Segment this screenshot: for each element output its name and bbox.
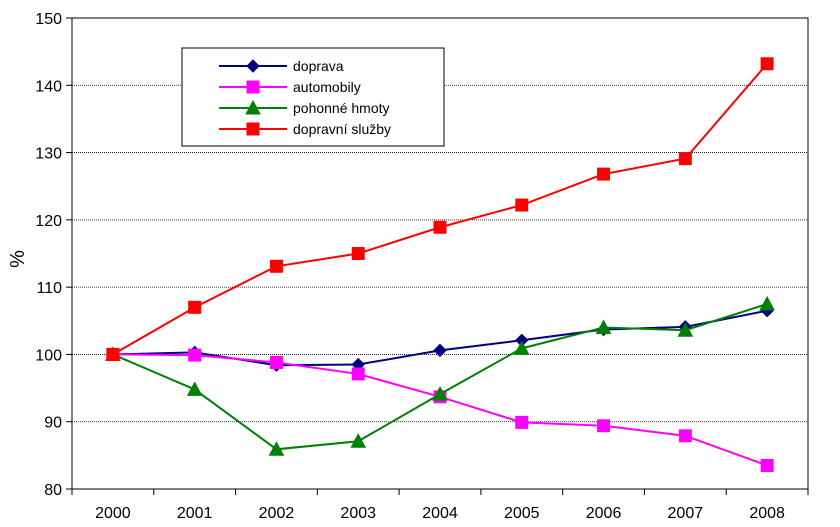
legend-swatch-marker: [246, 59, 260, 73]
legend-item: dopravní služby: [219, 121, 391, 137]
legend-item: pohonné hmoty: [219, 99, 390, 116]
series-line: [112, 303, 768, 451]
y-axis-ticks: 80 90 100 110 120 130 140 150: [35, 11, 72, 499]
legend-label: doprava: [293, 58, 344, 74]
y-tick-label: 90: [44, 415, 62, 432]
data-point: [760, 57, 774, 71]
x-tick-label: 2002: [259, 505, 295, 522]
x-axis-ticks: 2000 2001 2002 2003 2004 2005 2006 2007 2008: [71, 489, 809, 522]
plot-area-frame: [71, 17, 809, 490]
legend-label: pohonné hmoty: [293, 100, 390, 116]
data-point: [106, 347, 120, 361]
data-point: [595, 319, 612, 335]
x-tick-label: 2000: [95, 505, 131, 522]
data-point: [186, 381, 203, 396]
x-tick-label: 2006: [586, 505, 622, 522]
x-tick-label: 2007: [668, 505, 704, 522]
x-tick-label: 2004: [422, 505, 458, 522]
data-point: [351, 367, 365, 381]
data-point: [678, 152, 692, 166]
data-point: [433, 343, 447, 358]
y-axis-title: %: [7, 250, 29, 268]
y-tick-label: 100: [35, 347, 62, 364]
legend-label: dopravní služby: [293, 121, 391, 137]
data-point: [759, 295, 775, 311]
x-tick-label: 2008: [749, 505, 785, 522]
data-point: [513, 340, 530, 355]
series-2: [106, 347, 774, 472]
data-point: [351, 247, 365, 260]
data-point: [432, 386, 448, 401]
data-point: [677, 322, 694, 337]
y-tick-label: 80: [44, 482, 62, 499]
data-point: [188, 300, 202, 314]
legend-item: automobily: [219, 79, 361, 95]
data-point: [760, 458, 774, 472]
data-point: [597, 167, 611, 181]
data-point: [269, 356, 283, 370]
series-line: [112, 353, 768, 467]
x-tick-label: 2005: [504, 505, 540, 522]
data-point: [188, 348, 202, 362]
data-point: [515, 415, 529, 429]
series-3: [105, 295, 775, 456]
legend-swatch-marker: [246, 80, 260, 94]
y-tick-label: 110: [36, 280, 62, 297]
series-4: [106, 57, 774, 361]
data-point: [433, 220, 447, 234]
data-point: [269, 259, 283, 273]
y-tick-label: 130: [35, 146, 62, 163]
legend-item: doprava: [219, 58, 344, 74]
x-tick-label: 2001: [177, 505, 213, 522]
legend-swatch-marker: [245, 99, 261, 115]
series-layer: [105, 57, 775, 472]
data-point: [597, 419, 611, 433]
axes: [71, 17, 809, 490]
y-tick-label: 150: [35, 11, 62, 28]
data-point: [268, 441, 285, 456]
y-tick-label: 140: [35, 78, 62, 95]
legend-swatch-marker: [246, 122, 260, 136]
x-tick-label: 2003: [340, 505, 376, 522]
y-tick-label: 120: [35, 213, 62, 230]
legend: doprava automobily pohonné hmoty dopravní s…: [181, 47, 445, 147]
legend-label: automobily: [293, 79, 361, 95]
data-point: [515, 198, 529, 212]
data-point: [350, 433, 367, 448]
series-1: [106, 303, 774, 372]
data-point: [678, 429, 692, 443]
